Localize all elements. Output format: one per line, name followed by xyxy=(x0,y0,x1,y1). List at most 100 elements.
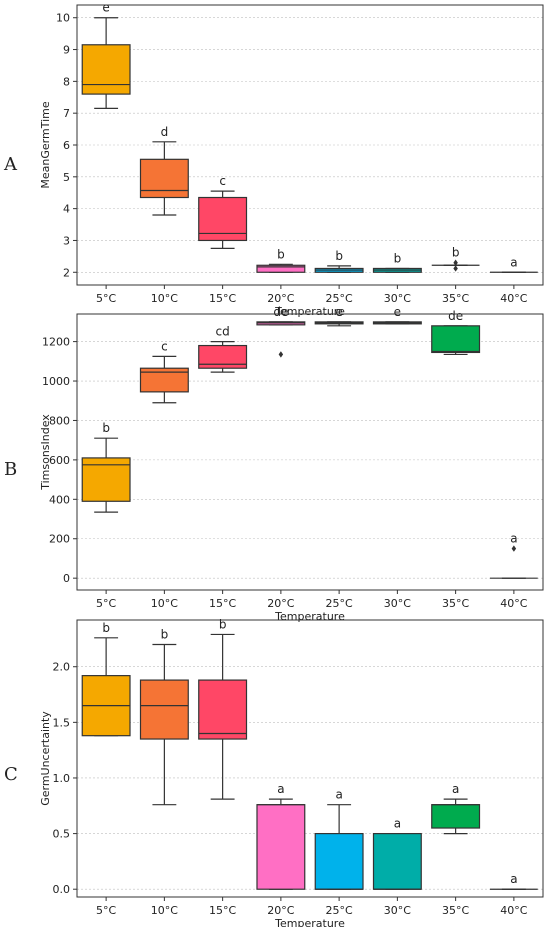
panel-a-10c-box xyxy=(139,158,189,199)
panel-b-40c-outlier xyxy=(511,545,517,552)
panel-b-y-tick-label: 200 xyxy=(49,533,70,546)
panel-b-x-tick-label: 5°C xyxy=(96,597,116,610)
panel-a-y-tick-label: 7 xyxy=(63,107,70,120)
panel-c-40c-significance-label: a xyxy=(510,872,517,886)
panel-b-5c-significance-label: b xyxy=(102,421,110,435)
panel-a-25c-significance-label: b xyxy=(335,249,343,263)
panel-a-x-tick-label: 25°C xyxy=(326,292,353,305)
panel-b-10c-box-group: c xyxy=(139,339,189,404)
panel-b-y-tick-label: 0 xyxy=(63,572,70,585)
panel-b-30c-box-group: e xyxy=(372,305,422,325)
panel-b-x-tick-label: 25°C xyxy=(326,597,353,610)
panel-c-30c-significance-label: a xyxy=(394,817,401,831)
panel-c-5c-box-group: b xyxy=(81,621,131,737)
panel-b-x-tick-label: 30°C xyxy=(384,597,411,610)
panel-b-y-tick-label: 600 xyxy=(49,454,70,467)
panel-a-x-tick-label: 35°C xyxy=(442,292,469,305)
panel-a-40c-significance-label: a xyxy=(510,255,517,269)
panel-c-x-tick-label: 40°C xyxy=(500,904,527,917)
panel-c-x-tick-label: 20°C xyxy=(267,904,294,917)
panel-c-15c-box-group: b xyxy=(198,617,248,800)
panel-c-10c-box-group: b xyxy=(139,627,189,806)
panel-c-x-tick-label: 35°C xyxy=(442,904,469,917)
panel-a-35c-box-group: b xyxy=(431,246,480,272)
panel-a-5c-box xyxy=(81,44,131,95)
panel-a-x-tick-label: 5°C xyxy=(96,292,116,305)
panel-c-35c-box xyxy=(431,804,481,829)
panel-b-x-tick-label: 10°C xyxy=(151,597,178,610)
panel-c-35c-box-group: a xyxy=(431,782,481,835)
panel-c-y-tick-label: 1.5 xyxy=(53,716,71,729)
panel-b-25c-significance-label: e xyxy=(335,305,342,319)
panel-c-5c-significance-label: b xyxy=(102,621,110,635)
panel-a-y-tick-label: 6 xyxy=(63,139,70,152)
panel-b-y-tick-label: 1200 xyxy=(42,336,70,349)
panel-a-y-tick-label: 4 xyxy=(63,203,70,216)
panel-b: B TimsonsIndex Temperature b c cd de e e de a 0… xyxy=(4,305,544,623)
panel-a-x-ticks: 5°C 10°C 15°C 20°C 25°C 30°C 35°C 40°C xyxy=(96,285,528,305)
panel-c-20c-box-group: a xyxy=(256,782,306,890)
panel-a-30c-box-group: b xyxy=(372,251,422,273)
panel-c-y-axis-label: GermUncertainty xyxy=(39,711,52,806)
panel-c-y-ticks: 0.0 0.5 1.0 1.5 2.0 xyxy=(53,661,77,896)
panel-b-x-ticks: 5°C 10°C 15°C 20°C 25°C 30°C 35°C 40°C xyxy=(96,590,528,610)
panel-c-25c-significance-label: a xyxy=(335,788,342,802)
panel-c-boxes: b b b a a a a a xyxy=(81,617,538,890)
panel-a-gridlines xyxy=(77,17,543,273)
panel-a-15c-significance-label: c xyxy=(219,174,226,188)
panel-c-40c-box-group: a xyxy=(489,872,538,890)
panel-b-35c-significance-label: de xyxy=(448,309,463,323)
panel-a-10c-significance-label: d xyxy=(161,125,169,139)
panel-b-y-tick-label: 800 xyxy=(49,414,70,427)
panel-c: C GermUncertainty Temperature b b b a a a a a 0… xyxy=(4,617,544,927)
panel-c-20c-box xyxy=(256,804,306,890)
panel-c-y-tick-label: 0.0 xyxy=(53,883,71,896)
panel-c-25c-box-group: a xyxy=(314,788,364,890)
panel-c-frame xyxy=(76,619,544,898)
panel-letter-a: A xyxy=(3,154,18,175)
panel-b-20c-outlier xyxy=(278,351,284,358)
panel-a-30c-significance-label: b xyxy=(394,251,402,265)
panel-a-15c-box-group: c xyxy=(198,174,248,250)
panel-b-x-tick-label: 40°C xyxy=(500,597,527,610)
panel-b-20c-box-group: de xyxy=(256,305,306,358)
panel-b-40c-significance-label: a xyxy=(510,532,517,546)
panel-a-x-tick-label: 10°C xyxy=(151,292,178,305)
panel-letter-c: C xyxy=(4,764,18,785)
panel-c-x-tick-label: 15°C xyxy=(209,904,236,917)
panel-a-y-tick-label: 10 xyxy=(56,12,70,25)
panel-c-x-tick-label: 25°C xyxy=(326,904,353,917)
panel-c-10c-box xyxy=(139,679,189,740)
panel-c-30c-box xyxy=(372,832,422,890)
panel-c-x-tick-label: 10°C xyxy=(151,904,178,917)
panel-a-5c-box-group: e xyxy=(81,1,131,110)
panel-b-15c-box xyxy=(198,344,248,369)
panel-a-y-tick-label: 2 xyxy=(63,266,70,279)
panel-a-40c-box-group: a xyxy=(489,255,538,273)
panel-a-x-tick-label: 15°C xyxy=(209,292,236,305)
panel-a-x-axis-label: Temperature xyxy=(274,305,345,318)
panel-b-15c-significance-label: cd xyxy=(216,325,230,339)
panel-c-25c-box xyxy=(314,832,364,890)
panel-b-y-tick-label: 1000 xyxy=(42,375,70,388)
panel-b-y-tick-label: 400 xyxy=(49,493,70,506)
panel-a-y-tick-label: 9 xyxy=(63,44,70,57)
panel-b-40c-box-group: a xyxy=(489,532,538,579)
panel-a-10c-box-group: d xyxy=(139,125,189,216)
panel-c-15c-box xyxy=(198,679,248,740)
panel-c-15c-significance-label: b xyxy=(219,617,227,631)
panel-a-35c-outlier xyxy=(453,265,458,272)
panel-b-boxes: b c cd de e e de a xyxy=(81,305,538,579)
panel-a-x-tick-label: 30°C xyxy=(384,292,411,305)
panel-b-gridlines xyxy=(77,341,543,579)
panel-b-35c-box-group: de xyxy=(431,309,481,356)
panel-b-x-tick-label: 15°C xyxy=(209,597,236,610)
panel-a-5c-significance-label: e xyxy=(102,1,109,15)
panel-a-y-tick-label: 5 xyxy=(63,171,70,184)
panel-c-x-tick-label: 30°C xyxy=(384,904,411,917)
panel-a-20c-box xyxy=(256,264,306,273)
panel-a-y-tick-label: 3 xyxy=(63,234,70,247)
panel-a-boxes: e d c b b b b a xyxy=(81,1,538,273)
panel-letter-b: B xyxy=(4,459,17,480)
